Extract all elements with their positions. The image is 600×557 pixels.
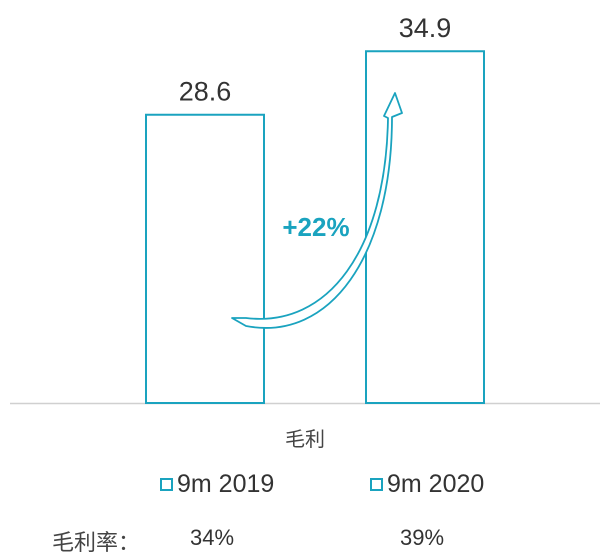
data-label-9m-2020: 34.9: [399, 13, 452, 43]
bar-9m-2019: [146, 115, 264, 403]
gross-margin-label: 毛利率：: [52, 525, 140, 557]
gross-margin-row: 毛利率： 34% 39%: [0, 525, 600, 551]
legend-label-2019: 9m 2019: [177, 470, 274, 499]
category-label: 毛利: [285, 427, 325, 451]
bar-9m-2020: [366, 51, 484, 403]
legend: 9m 2019 9m 2020: [0, 470, 600, 502]
bar-chart: 28.6 34.9 毛利 +22%: [0, 0, 600, 470]
data-label-9m-2019: 28.6: [179, 77, 232, 107]
gross-margin-value-2020: 39%: [400, 525, 444, 551]
gross-margin-value-2019: 34%: [190, 525, 234, 551]
legend-swatch-2019: [160, 478, 173, 491]
legend-item-2020: 9m 2020: [370, 470, 484, 499]
legend-label-2020: 9m 2020: [387, 470, 484, 499]
legend-item-2019: 9m 2019: [160, 470, 274, 499]
legend-swatch-2020: [370, 478, 383, 491]
growth-label: +22%: [282, 212, 349, 242]
